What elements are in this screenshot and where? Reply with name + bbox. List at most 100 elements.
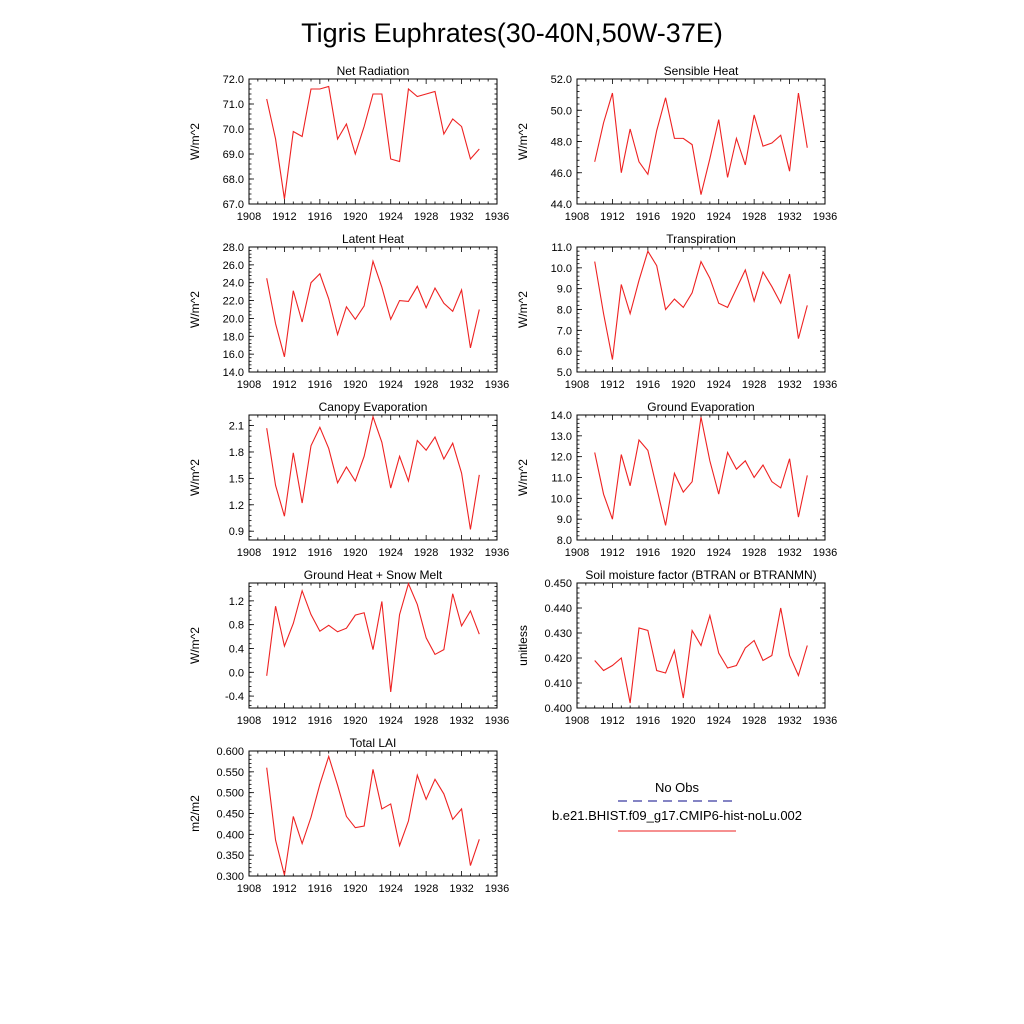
y-tick-label: 52.0	[551, 74, 572, 86]
x-tick-label: 1908	[237, 883, 261, 895]
y-tick-label: 0.350	[216, 850, 244, 862]
y-tick-label: 0.9	[229, 526, 244, 538]
x-tick-label: 1936	[485, 715, 509, 727]
panel-4: Canopy Evaporation W/m^2 1908 1912 1916 1920 1…	[188, 400, 509, 559]
y-tick-label: 0.420	[544, 653, 572, 665]
y-tick-label: 18.0	[223, 331, 244, 343]
x-tick-label: 1928	[742, 715, 766, 727]
x-tick-label: 1920	[343, 211, 367, 223]
y-tick-label: 0.300	[216, 871, 244, 883]
x-tick-label: 1908	[237, 379, 261, 391]
y-tick-label: 1.2	[229, 596, 244, 608]
x-tick-label: 1912	[272, 547, 296, 559]
y-axis-label: m2/m2	[188, 795, 202, 832]
x-tick-label: 1920	[671, 211, 695, 223]
y-tick-label: 44.0	[551, 199, 572, 211]
y-axis-label: W/m^2	[188, 123, 202, 160]
x-tick-label: 1932	[449, 379, 473, 391]
x-tick-label: 1928	[414, 547, 438, 559]
x-tick-label: 1928	[414, 211, 438, 223]
x-tick-label: 1920	[671, 715, 695, 727]
y-tick-label: 72.0	[223, 74, 244, 86]
series-line	[266, 581, 480, 692]
x-tick-label: 1928	[742, 211, 766, 223]
x-tick-label: 1916	[308, 715, 332, 727]
plot-frame	[248, 414, 498, 541]
y-tick-label: 10.0	[551, 493, 572, 505]
panel-3: Transpiration W/m^2 1908 1912 1916 1920 1924 19…	[516, 232, 837, 391]
y-tick-label: 0.4	[229, 643, 244, 655]
x-tick-label: 1916	[308, 379, 332, 391]
x-tick-label: 1908	[565, 547, 589, 559]
x-tick-label: 1928	[414, 883, 438, 895]
x-tick-label: 1924	[706, 715, 730, 727]
x-tick-label: 1908	[565, 379, 589, 391]
x-tick-label: 1932	[449, 211, 473, 223]
x-tick-label: 1920	[671, 379, 695, 391]
panel-title: Sensible Heat	[664, 64, 739, 78]
series-line	[266, 754, 480, 876]
series-line	[266, 414, 480, 530]
y-tick-label: 13.0	[551, 431, 572, 443]
y-tick-label: 6.0	[557, 346, 572, 358]
panel-6: Ground Heat + Snow Melt W/m^2 1908 1912 1916…	[188, 568, 509, 727]
y-tick-label: 5.0	[557, 367, 572, 379]
plot-frame	[576, 246, 826, 373]
y-tick-label: 0.8	[229, 620, 244, 632]
y-tick-label: 70.0	[223, 124, 244, 136]
series-line	[594, 416, 808, 526]
x-tick-label: 1916	[308, 547, 332, 559]
y-tick-label: 28.0	[223, 242, 244, 254]
x-tick-label: 1908	[237, 211, 261, 223]
y-tick-label: 0.400	[544, 703, 572, 715]
x-tick-label: 1924	[378, 211, 402, 223]
y-tick-label: 50.0	[551, 105, 572, 117]
x-tick-label: 1912	[600, 211, 624, 223]
y-axis-label: unitless	[516, 625, 530, 666]
y-tick-label: 7.0	[557, 325, 572, 337]
y-tick-label: 0.450	[544, 578, 572, 590]
y-tick-label: 0.430	[544, 628, 572, 640]
series-line	[594, 92, 808, 195]
y-tick-label: 20.0	[223, 313, 244, 325]
panel-title: Transpiration	[666, 232, 736, 246]
y-tick-label: 2.1	[229, 421, 244, 433]
y-tick-label: 11.0	[551, 242, 572, 254]
x-tick-label: 1924	[706, 547, 730, 559]
x-tick-label: 1932	[777, 211, 801, 223]
series-line	[266, 259, 480, 357]
y-tick-label: 0.440	[544, 603, 572, 615]
x-tick-label: 1908	[237, 547, 261, 559]
y-tick-label: 0.410	[544, 678, 572, 690]
x-tick-label: 1928	[414, 379, 438, 391]
x-tick-label: 1932	[449, 883, 473, 895]
x-tick-label: 1916	[636, 715, 660, 727]
x-tick-label: 1924	[706, 211, 730, 223]
legend-model-label: b.e21.BHIST.f09_g17.CMIP6-hist-noLu.002	[552, 808, 802, 823]
figure-title: Tigris Euphrates(30-40N,50W-37E)	[301, 18, 723, 48]
legend-obs-label: No Obs	[655, 780, 700, 795]
panel-title: Canopy Evaporation	[319, 400, 428, 414]
y-tick-label: 26.0	[223, 260, 244, 272]
x-tick-label: 1912	[272, 379, 296, 391]
x-tick-label: 1920	[343, 715, 367, 727]
x-tick-label: 1936	[485, 379, 509, 391]
y-axis-label: W/m^2	[188, 459, 202, 496]
y-tick-label: 1.2	[229, 500, 244, 512]
y-tick-label: 1.8	[229, 447, 244, 459]
x-tick-label: 1932	[777, 715, 801, 727]
x-tick-label: 1936	[485, 547, 509, 559]
y-tick-label: 69.0	[223, 149, 244, 161]
x-tick-label: 1916	[636, 211, 660, 223]
x-tick-label: 1924	[378, 547, 402, 559]
plot-frame	[576, 78, 826, 205]
y-tick-label: 9.0	[557, 284, 572, 296]
plot-frame	[248, 246, 498, 373]
y-tick-label: 48.0	[551, 137, 572, 149]
panel-2: Latent Heat W/m^2 1908 1912 1916 1920 1924 1928…	[188, 232, 509, 391]
y-tick-label: 24.0	[223, 278, 244, 290]
x-tick-label: 1908	[237, 715, 261, 727]
y-tick-label: 0.450	[216, 809, 244, 821]
panel-0: Net Radiation W/m^2 1908 1912 1916 1920 1924 19…	[188, 64, 509, 223]
y-tick-label: 68.0	[223, 174, 244, 186]
